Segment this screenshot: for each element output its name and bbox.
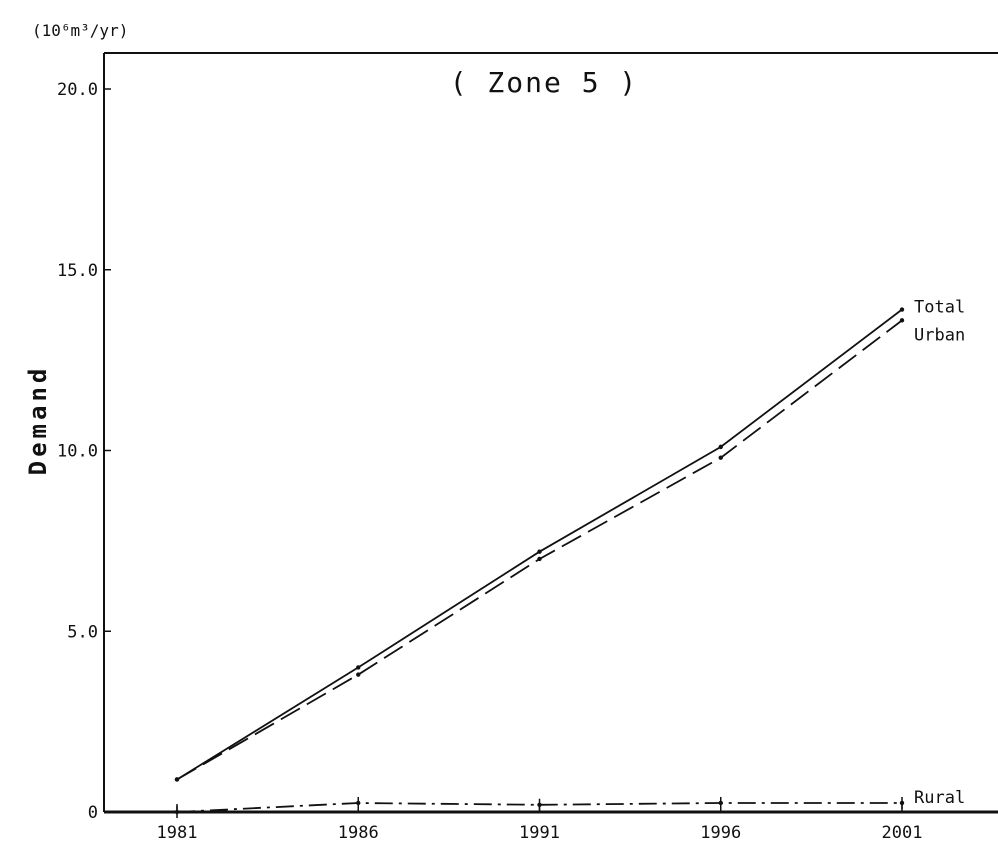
y-tick-label: 10.0 bbox=[57, 442, 98, 462]
series-point-total bbox=[899, 307, 905, 312]
x-tick-label: 1981 bbox=[157, 823, 198, 843]
series-point-urban bbox=[899, 318, 905, 323]
y-axis-unit: (10⁶m³/yr) bbox=[32, 21, 128, 40]
series-line-total bbox=[176, 308, 903, 781]
series-point-total bbox=[718, 444, 723, 450]
x-tick-label: 1986 bbox=[338, 823, 379, 843]
y-axis-label: Demand bbox=[24, 365, 52, 476]
series-label-total: Total bbox=[914, 298, 965, 318]
y-tick-label: 20.0 bbox=[57, 80, 98, 100]
x-tick-label: 1996 bbox=[700, 823, 741, 843]
y-tick-label: 5.0 bbox=[67, 622, 98, 642]
series-label-rural: Rural bbox=[914, 788, 965, 808]
axes: 0 5.0 10.0 15.0 20.0 1981 1986 1991 1996 2001 bbox=[57, 52, 998, 843]
series-point-urban bbox=[537, 556, 542, 562]
series-point-urban bbox=[174, 777, 180, 782]
series-point-total bbox=[537, 549, 542, 554]
x-tick-label: 1991 bbox=[519, 823, 560, 843]
chart-title: ( Zone 5 ) bbox=[450, 66, 639, 99]
y-tick-label: 0 bbox=[88, 803, 98, 823]
series-point-total bbox=[356, 665, 361, 670]
series-line-rural bbox=[176, 802, 902, 813]
series-point-urban bbox=[356, 672, 361, 677]
series-layer: Total Urban Rural bbox=[174, 298, 965, 818]
x-tick-label: 2001 bbox=[882, 823, 923, 843]
series-label-urban: Urban bbox=[914, 325, 965, 345]
y-tick-label: 15.0 bbox=[57, 261, 98, 281]
series-point-urban bbox=[718, 455, 723, 460]
